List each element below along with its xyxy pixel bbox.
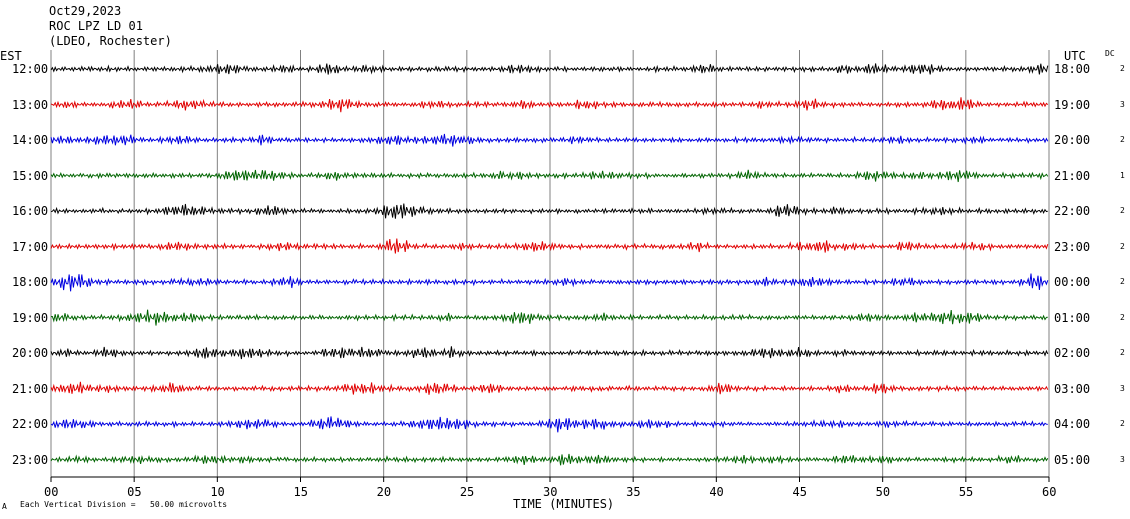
x-tick-label: 15 (293, 485, 308, 499)
vertical-scale-note: Each Vertical Division = 50.00 microvolt… (20, 500, 228, 509)
dc-value: 2 (1120, 206, 1125, 215)
utc-time-label: 02:00 (1054, 346, 1091, 360)
x-tick-label: 55 (958, 485, 974, 499)
dc-value: 2 (1120, 312, 1125, 322)
x-tick-label: 10 (210, 485, 225, 499)
trace-line (50, 453, 1049, 466)
dc-value: 2 (1120, 419, 1125, 428)
x-tick-label: 60 (1042, 485, 1057, 499)
est-time-label: 17:00 (12, 239, 49, 254)
trace-line (50, 203, 1048, 219)
est-time-label: 22:00 (12, 417, 49, 431)
trace-line (50, 238, 1049, 254)
utc-time-label: 22:00 (1054, 204, 1091, 218)
est-time-label: 23:00 (12, 452, 49, 467)
est-time-label: 18:00 (12, 275, 49, 289)
dc-value: 2 (1120, 241, 1125, 251)
trace-line (50, 309, 1048, 326)
dc-column-title: DC (1105, 49, 1115, 58)
est-time-label: 21:00 (12, 381, 49, 396)
est-time-label: 19:00 (12, 310, 49, 325)
trace-line (50, 169, 1049, 183)
dc-value: 3 (1120, 454, 1125, 464)
utc-time-label: 03:00 (1054, 381, 1091, 396)
utc-time-label: 19:00 (1054, 97, 1091, 112)
header-station: ROC LPZ LD 01 (49, 19, 143, 33)
x-tick-label: 45 (792, 485, 807, 499)
trace-line (50, 133, 1049, 147)
trace-line (50, 63, 1049, 75)
utc-time-label: 20:00 (1054, 133, 1091, 147)
trace-line (50, 416, 1048, 433)
x-tick-label: 40 (709, 485, 724, 499)
x-tick-label: 05 (127, 485, 142, 499)
utc-time-label: 00:00 (1054, 275, 1091, 289)
utc-time-label: 18:00 (1054, 62, 1091, 76)
left-axis-title: EST (0, 49, 22, 63)
header-network: (LDEO, Rochester) (49, 34, 172, 48)
trace-line (50, 381, 1049, 395)
utc-time-label: 04:00 (1054, 417, 1091, 431)
utc-time-label: 23:00 (1054, 239, 1091, 254)
est-time-label: 16:00 (12, 204, 49, 218)
x-tick-label: 20 (376, 485, 392, 499)
utc-time-label: 21:00 (1054, 168, 1091, 183)
trace-line (50, 346, 1049, 360)
x-tick-label: 35 (626, 485, 641, 499)
dc-value: 3 (1120, 383, 1125, 393)
header-date: Oct29,2023 (49, 4, 122, 18)
utc-time-label: 05:00 (1054, 452, 1091, 467)
trace-line (50, 273, 1049, 292)
dc-value: 2 (1120, 135, 1125, 144)
dc-value: 2 (1120, 277, 1125, 286)
x-tick-label: 50 (875, 485, 891, 499)
est-time-label: 14:00 (12, 133, 49, 147)
trace-line (50, 97, 1049, 113)
x-tick-label: 30 (543, 485, 558, 499)
est-time-label: 13:00 (12, 97, 49, 112)
x-tick-label: 25 (459, 485, 475, 499)
est-time-label: 12:00 (12, 62, 49, 76)
right-axis-title: UTC (1064, 49, 1086, 63)
x-axis-title: TIME (MINUTES) (513, 497, 615, 511)
dc-value: 2 (1120, 348, 1125, 357)
est-time-label: 15:00 (12, 168, 49, 183)
dc-value: 3 (1120, 99, 1125, 109)
x-tick-label: 00 (44, 485, 59, 499)
footer-mark: A (2, 502, 7, 511)
utc-time-label: 01:00 (1054, 310, 1091, 325)
est-time-label: 20:00 (12, 346, 49, 360)
dc-value: 2 (1120, 64, 1125, 73)
dc-value: 1 (1120, 170, 1125, 180)
